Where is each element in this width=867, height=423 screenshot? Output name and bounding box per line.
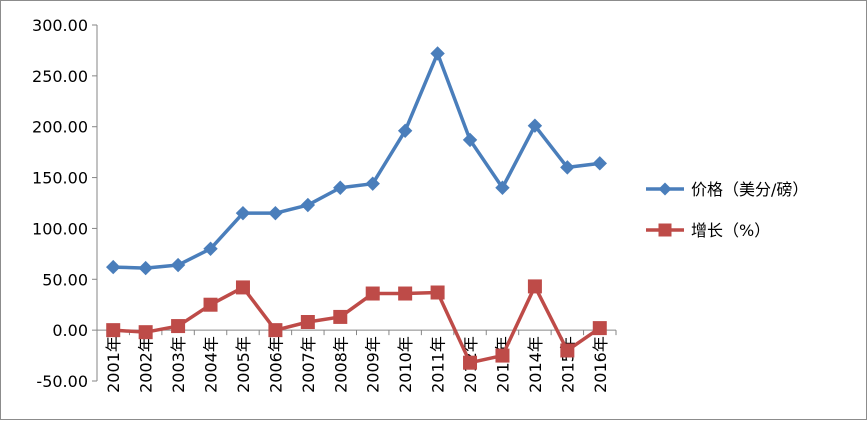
data-point-square (527, 279, 542, 294)
legend-marker-diamond (658, 182, 672, 196)
x-tick-label: 2010年 (396, 336, 415, 393)
data-point-diamond (527, 118, 543, 133)
data-point-square (203, 297, 218, 312)
x-tick-label: 2008年 (331, 336, 350, 393)
series-1 (106, 46, 607, 276)
series-line (113, 51, 600, 270)
y-tick-label: 100.00 (32, 219, 88, 238)
legend-label: 价格（美分/磅） (691, 180, 808, 199)
x-tick-label: 2004年 (202, 336, 221, 393)
y-tick-label: 250.00 (32, 67, 88, 86)
data-point-square (398, 286, 413, 301)
data-point-square (333, 309, 348, 324)
data-point-diamond (495, 180, 510, 195)
x-tick-label: 2014年 (526, 336, 545, 393)
data-point-square (138, 325, 153, 340)
x-tick-label: 2007年 (299, 336, 318, 393)
data-point-square (268, 323, 283, 338)
data-point-diamond (397, 123, 413, 138)
data-point-diamond (560, 160, 575, 175)
y-tick-label: -50.00 (36, 372, 88, 391)
y-tick-label: 200.00 (32, 118, 88, 137)
data-point-square (365, 286, 380, 301)
x-tick-label: 2009年 (364, 336, 383, 393)
data-point-diamond (106, 259, 121, 275)
series-2 (106, 279, 607, 370)
y-tick-label: 300.00 (32, 16, 88, 35)
data-point-square (430, 285, 445, 300)
x-tick-labels: 2001年 2002年 2003年 2004年 2005年 2006年 2007年 2008年… (104, 336, 610, 393)
data-point-square (560, 343, 575, 358)
x-tick-label: 2001年 (104, 336, 123, 393)
series-layer (106, 46, 607, 370)
data-point-diamond (138, 260, 153, 276)
data-point-diamond (170, 257, 186, 273)
data-point-diamond (462, 132, 478, 148)
data-point-diamond (268, 205, 283, 221)
data-point-diamond (365, 176, 380, 191)
data-point-diamond (430, 46, 445, 61)
data-point-diamond (235, 205, 251, 221)
x-tick-label: 2016年 (591, 336, 610, 393)
data-point-diamond (203, 241, 218, 256)
data-point-square (106, 323, 121, 338)
data-point-square (300, 315, 315, 330)
legend-label: 增长（%） (691, 221, 770, 240)
x-tick-label: 2006年 (266, 336, 285, 393)
data-point-diamond (592, 156, 607, 171)
data-point-square (235, 280, 250, 295)
y-tick-label: 50.00 (42, 270, 88, 289)
x-tick-label: 2005年 (234, 336, 253, 393)
y-tick-labels: -50.00 0.00 50.00 100.00 150.00 200.00 250.00 3… (32, 16, 88, 391)
x-tick-label: 2013年 (493, 336, 512, 393)
data-point-diamond (300, 197, 316, 213)
y-tick-label: 150.00 (32, 169, 88, 188)
data-point-square (592, 321, 607, 336)
y-tick-label: 0.00 (52, 321, 88, 340)
x-tick-label: 2002年 (137, 336, 156, 393)
legend-marker-square (658, 223, 672, 237)
data-point-square (171, 319, 186, 334)
series-line (113, 284, 601, 365)
data-point-diamond (333, 180, 348, 195)
data-point-square (463, 355, 478, 370)
legend: 价格（美分/磅） 增长（%） (646, 180, 808, 240)
data-point-square (495, 348, 510, 363)
x-tick-label: 2003年 (169, 336, 188, 393)
x-tick-label: 2011年 (429, 336, 448, 393)
